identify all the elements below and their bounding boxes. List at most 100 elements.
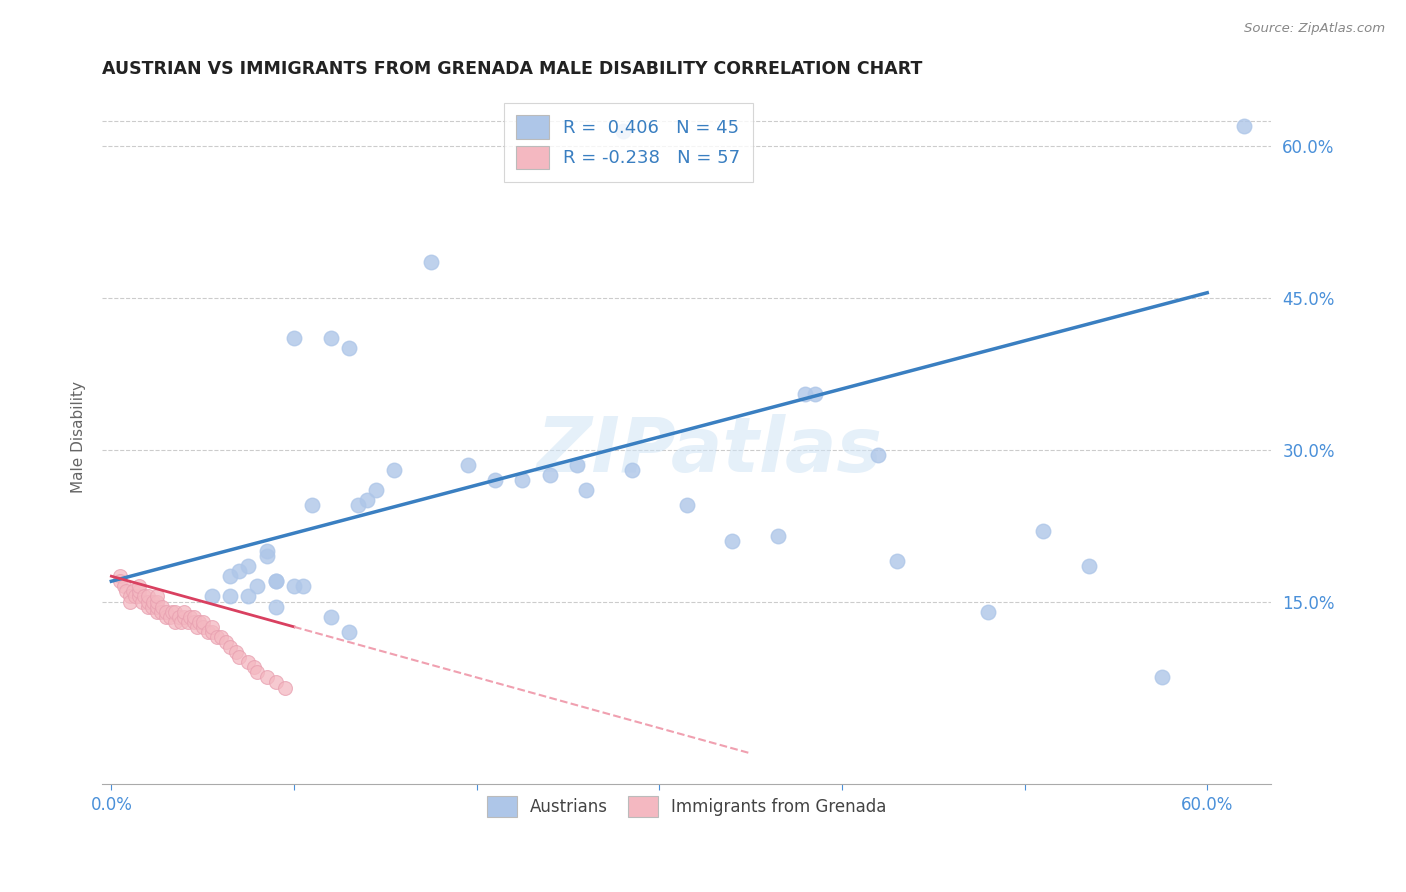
Point (219, 640, 242, 654)
Point (128, 584, 150, 599)
Point (124, 590, 146, 604)
Point (1150, 670, 1173, 684)
Point (188, 615, 211, 629)
Point (112, 579, 135, 593)
Point (301, 499, 323, 513)
Point (115, 584, 138, 599)
Point (118, 590, 141, 604)
Point (612, 124, 634, 138)
Point (366, 483, 388, 497)
Point (675, 499, 697, 513)
Point (110, 569, 132, 583)
Point (136, 594, 159, 608)
Point (538, 467, 561, 482)
Point (264, 574, 287, 589)
Point (868, 448, 890, 462)
Point (146, 594, 169, 608)
Y-axis label: Male Disability: Male Disability (72, 381, 86, 493)
Point (128, 590, 150, 604)
Point (142, 594, 165, 608)
Point (146, 590, 169, 604)
Legend: Austrians, Immigrants from Grenada: Austrians, Immigrants from Grenada (479, 789, 893, 824)
Point (207, 630, 229, 644)
Point (337, 624, 360, 639)
Point (319, 609, 342, 624)
Point (183, 615, 205, 629)
Point (167, 609, 190, 624)
Point (256, 670, 278, 684)
Point (1077, 559, 1099, 574)
Point (155, 609, 177, 624)
Point (201, 620, 224, 634)
Point (510, 473, 533, 487)
Point (319, 331, 342, 345)
Point (155, 605, 177, 619)
Point (228, 650, 250, 665)
Point (575, 483, 598, 497)
Point (146, 599, 169, 614)
Point (264, 675, 287, 690)
Point (264, 599, 287, 614)
Point (191, 615, 214, 629)
Point (191, 620, 214, 634)
Point (136, 599, 159, 614)
Point (134, 590, 156, 604)
Point (149, 605, 172, 619)
Point (565, 458, 588, 472)
Point (186, 620, 208, 634)
Point (173, 605, 195, 619)
Point (243, 660, 266, 674)
Point (110, 574, 132, 589)
Point (128, 579, 150, 593)
Point (219, 569, 242, 583)
Point (146, 605, 169, 619)
Point (201, 590, 224, 604)
Point (384, 463, 406, 477)
Point (283, 579, 305, 593)
Point (131, 594, 153, 608)
Point (225, 645, 247, 659)
Point (246, 665, 269, 680)
Text: Source: ZipAtlas.com: Source: ZipAtlas.com (1244, 22, 1385, 36)
Point (246, 579, 269, 593)
Point (766, 529, 789, 543)
Point (1032, 524, 1054, 538)
Point (170, 615, 193, 629)
Point (177, 615, 200, 629)
Point (228, 564, 250, 578)
Point (219, 590, 242, 604)
Point (165, 615, 187, 629)
Point (179, 609, 201, 624)
Point (201, 624, 224, 639)
Point (183, 609, 205, 624)
Point (420, 255, 443, 269)
Point (118, 594, 141, 608)
Point (274, 681, 297, 695)
Point (141, 599, 163, 614)
Point (152, 599, 174, 614)
Point (1233, 119, 1256, 133)
Point (977, 605, 1000, 619)
Point (794, 387, 817, 401)
Point (347, 499, 370, 513)
Point (457, 458, 479, 472)
Point (292, 579, 315, 593)
Point (484, 473, 506, 487)
Text: AUSTRIAN VS IMMIGRANTS FROM GRENADA MALE DISABILITY CORRELATION CHART: AUSTRIAN VS IMMIGRANTS FROM GRENADA MALE… (103, 60, 922, 78)
Point (256, 549, 278, 563)
Point (165, 605, 187, 619)
Point (160, 605, 183, 619)
Point (159, 609, 181, 624)
Point (173, 609, 195, 624)
Point (886, 554, 908, 568)
Point (209, 630, 232, 644)
Point (256, 544, 278, 558)
Point (136, 590, 159, 604)
Text: ZIPatlas: ZIPatlas (537, 414, 883, 488)
Point (356, 493, 378, 508)
Point (215, 635, 238, 649)
Point (803, 387, 825, 401)
Point (197, 624, 219, 639)
Point (238, 655, 260, 669)
Point (283, 331, 305, 345)
